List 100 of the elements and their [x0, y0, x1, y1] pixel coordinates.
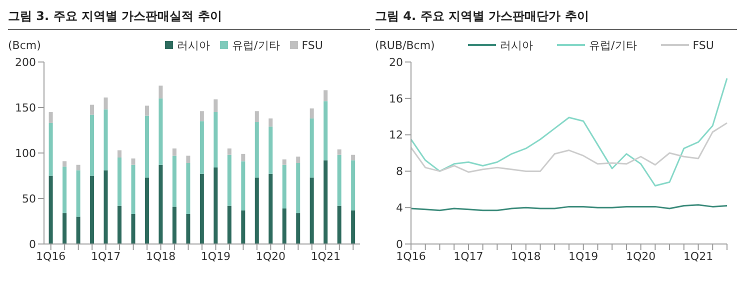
x-tick-label: 1Q17: [454, 250, 484, 263]
bar: [158, 98, 163, 165]
legend-label: 유럽/기타: [588, 38, 637, 52]
bar: [118, 150, 122, 158]
bar: [144, 178, 149, 244]
x-tick-label: 1Q20: [626, 250, 656, 263]
legend-label: FSU: [300, 38, 323, 52]
chart-title: 그림 4. 주요 지역별 가스판매단가 추이: [375, 8, 737, 30]
bar: [48, 176, 53, 244]
bar: [268, 118, 273, 127]
bar: [227, 154, 232, 206]
chart-title: 그림 3. 주요 지역별 가스판매실적 추이: [8, 8, 370, 30]
bar: [351, 154, 356, 160]
y-tick-label: 150: [15, 101, 36, 114]
bar: [254, 178, 259, 244]
y-tick-label: 0: [396, 238, 403, 251]
x-tick-label: 1Q16: [396, 250, 426, 263]
bar: [158, 86, 163, 98]
bar: [62, 166, 67, 214]
bar: [172, 206, 176, 244]
x-tick-label: 1Q18: [511, 250, 541, 263]
bar: [282, 164, 286, 209]
bar: [76, 164, 80, 170]
bar: [90, 176, 94, 244]
x-tick-label: 1Q20: [256, 250, 286, 263]
bar: [241, 210, 246, 244]
y-tick-label: 100: [15, 146, 36, 160]
y-tick-label: 200: [15, 56, 36, 69]
bar: [62, 161, 67, 167]
x-tick-label: 1Q17: [91, 250, 121, 263]
y-tick-label: 50: [22, 192, 36, 206]
bar: [282, 159, 286, 165]
bar: [324, 101, 328, 160]
bar: [310, 108, 314, 118]
y-tick-label: 8: [396, 165, 403, 178]
bar: [76, 170, 80, 217]
bar: [214, 168, 218, 244]
bar: [268, 174, 273, 244]
bar: [62, 213, 67, 244]
bar: [104, 170, 108, 244]
bar: [337, 149, 342, 155]
bar: [351, 160, 356, 210]
bar: [254, 122, 259, 178]
bar: [296, 163, 300, 214]
y-tick-label: 20: [389, 56, 403, 69]
bar: [90, 114, 94, 176]
bar: [144, 106, 149, 116]
x-tick-label: 1Q21: [310, 250, 340, 263]
bar: [172, 148, 176, 156]
line-series: [410, 78, 728, 187]
bar: [241, 154, 246, 162]
bar: [131, 158, 136, 165]
bar: [227, 148, 232, 155]
legend-label: 유럽/기타: [231, 38, 280, 52]
bar: [144, 116, 149, 178]
bar: [200, 174, 204, 244]
bar: [90, 104, 94, 115]
bar: [351, 210, 356, 244]
legend-label: FSU: [692, 38, 714, 52]
bar: [200, 121, 204, 174]
y-axis-title: (RUB/Bcm): [375, 38, 436, 52]
x-tick-label: 1Q16: [36, 250, 66, 263]
bar: [268, 126, 273, 174]
legend-label: 러시아: [499, 38, 534, 52]
x-tick-label: 1Q21: [683, 250, 714, 263]
bar: [118, 158, 122, 206]
x-tick-label: 1Q19: [200, 250, 231, 263]
bar: [241, 161, 246, 210]
bar: [186, 163, 190, 214]
bar: [131, 214, 136, 244]
bar: [227, 206, 232, 244]
bar: [76, 216, 80, 244]
bar: [158, 164, 163, 244]
bar: [337, 154, 342, 206]
bar: [48, 112, 53, 123]
bar: [131, 164, 136, 214]
bar: [310, 178, 314, 244]
bar: [296, 213, 300, 244]
x-tick-label: 1Q19: [568, 250, 598, 263]
line-series: [410, 122, 728, 173]
bar: [337, 206, 342, 244]
bar: [214, 99, 218, 112]
legend-label: 러시아: [176, 38, 210, 52]
bar: [118, 206, 122, 244]
y-tick-label: 4: [396, 202, 403, 215]
bar: [186, 156, 190, 164]
bar: [324, 160, 328, 244]
bar: [48, 122, 53, 176]
y-tick-label: 12: [389, 128, 403, 142]
x-tick-label: 1Q18: [146, 250, 176, 263]
bar: [254, 111, 259, 122]
y-tick-label: 16: [389, 92, 403, 106]
bar: [104, 97, 108, 110]
bar: [296, 156, 300, 164]
bar: [104, 109, 108, 170]
bar: [200, 111, 204, 122]
bar: [186, 214, 190, 244]
bar: [324, 90, 328, 102]
bar: [214, 112, 218, 168]
bar: [310, 118, 314, 178]
